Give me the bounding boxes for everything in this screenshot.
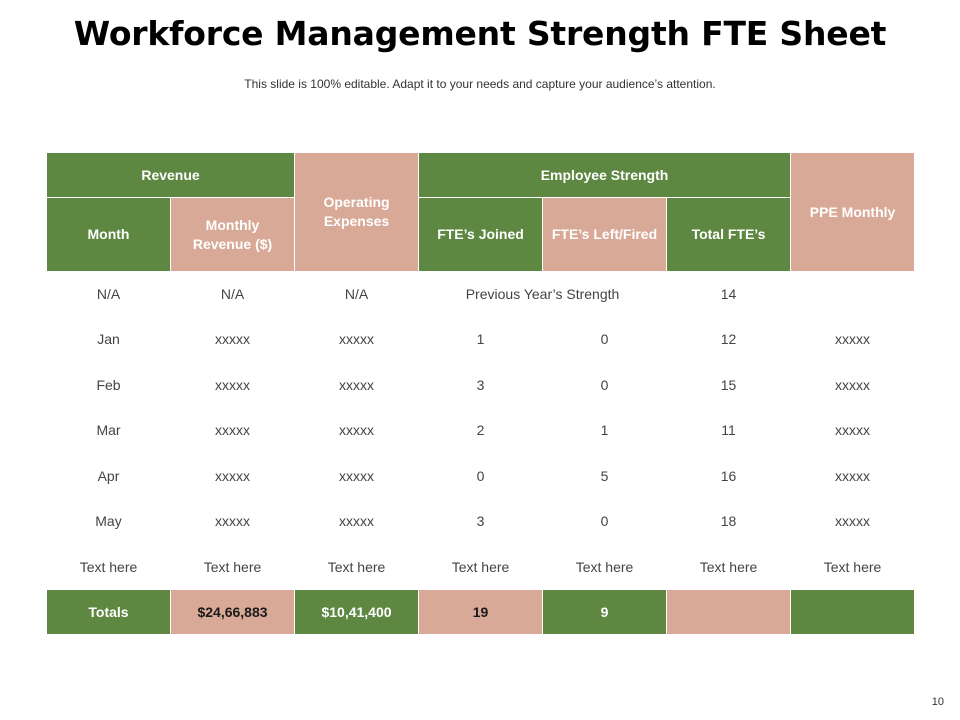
cell-total-ftes: 16 xyxy=(666,453,792,499)
cell-total-ftes: 18 xyxy=(666,498,792,545)
totals-row: Totals $24,66,883 $10,41,400 19 9 xyxy=(46,589,916,635)
header-ftes-left: FTE’s Left/Fired xyxy=(542,197,668,272)
header-employee-strength: Employee Strength xyxy=(418,152,792,198)
cell-monthly-revenue: xxxxx xyxy=(169,316,296,363)
cell-operating-expenses: xxxxx xyxy=(294,498,420,545)
cell-monthly-revenue: xxxxx xyxy=(169,407,296,454)
cell-operating-expenses: xxxxx xyxy=(294,362,420,408)
header-ftes-joined: FTE’s Joined xyxy=(418,197,544,272)
cell-ppe-monthly: Text here xyxy=(790,544,916,590)
header-row-2: Month Monthly Revenue ($) FTE’s Joined F… xyxy=(46,197,915,272)
totals-operating-expenses: $10,41,400 xyxy=(294,589,420,635)
cell-ppe-monthly: xxxxx xyxy=(790,362,916,408)
slide-title: Workforce Management Strength FTE Sheet xyxy=(73,14,887,53)
cell-month: Jan xyxy=(46,316,171,363)
totals-ftes-left: 9 xyxy=(542,589,668,635)
cell-monthly-revenue: xxxxx xyxy=(169,362,296,408)
cell-ftes-joined: 3 xyxy=(418,362,544,408)
cell-ftes-left: 1 xyxy=(542,407,668,454)
cell-monthly-revenue: xxxxx xyxy=(169,498,296,545)
cell-total-ftes: 12 xyxy=(666,316,792,363)
cell-ftes-joined: 2 xyxy=(418,407,544,454)
header-ppe-monthly: PPE Monthly xyxy=(790,152,916,272)
totals-ppe-monthly xyxy=(790,589,916,635)
cell-operating-expenses: xxxxx xyxy=(294,407,420,454)
slide-subtitle: This slide is 100% editable. Adapt it to… xyxy=(244,77,716,91)
cell-ppe-monthly xyxy=(790,271,916,317)
header-total-ftes: Total FTE’s xyxy=(666,197,792,272)
fte-table: Revenue Operating Expenses Employee Stre… xyxy=(45,152,916,635)
cell-ftes-left: 0 xyxy=(542,362,668,408)
totals-total-ftes xyxy=(666,589,792,635)
table-row: Text here Text here Text here Text here … xyxy=(46,544,916,590)
cell-total-ftes: 15 xyxy=(666,362,792,408)
header-row-1: Revenue Operating Expenses Employee Stre… xyxy=(45,152,916,272)
cell-previous-strength: Previous Year’s Strength xyxy=(418,271,668,317)
totals-label: Totals xyxy=(46,589,171,635)
cell-month: Mar xyxy=(46,407,171,454)
cell-operating-expenses: N/A xyxy=(294,271,420,317)
cell-ppe-monthly: xxxxx xyxy=(790,453,916,499)
cell-total-ftes: Text here xyxy=(666,544,792,590)
cell-ftes-left: 5 xyxy=(542,453,668,499)
cell-month: N/A xyxy=(46,271,171,317)
header-operating-expenses: Operating Expenses xyxy=(294,152,420,272)
cell-ftes-joined: 3 xyxy=(418,498,544,545)
cell-ppe-monthly: xxxxx xyxy=(790,407,916,454)
cell-month: Text here xyxy=(46,544,171,590)
table-row: Apr xxxxx xxxxx 0 5 16 xxxxx xyxy=(46,453,916,499)
cell-month: Apr xyxy=(46,453,171,499)
cell-ftes-joined: 0 xyxy=(418,453,544,499)
table-row: May xxxxx xxxxx 3 0 18 xxxxx xyxy=(46,498,916,545)
totals-monthly-revenue: $24,66,883 xyxy=(169,589,296,635)
cell-ftes-joined: Text here xyxy=(418,544,544,590)
cell-ppe-monthly: xxxxx xyxy=(790,316,916,363)
cell-ftes-left: 0 xyxy=(542,498,668,545)
page-number: 10 xyxy=(931,696,944,708)
cell-monthly-revenue: xxxxx xyxy=(169,453,296,499)
table-row: Mar xxxxx xxxxx 2 1 11 xxxxx xyxy=(46,407,916,454)
cell-ftes-left: Text here xyxy=(542,544,668,590)
totals-ftes-joined: 19 xyxy=(418,589,544,635)
table-row: Feb xxxxx xxxxx 3 0 15 xxxxx xyxy=(46,362,916,408)
cell-operating-expenses: Text here xyxy=(294,544,420,590)
cell-monthly-revenue: Text here xyxy=(169,544,296,590)
cell-ftes-left: 0 xyxy=(542,316,668,363)
cell-total-ftes: 11 xyxy=(666,407,792,454)
cell-total-ftes: 14 xyxy=(666,271,792,317)
cell-ftes-joined: 1 xyxy=(418,316,544,363)
cell-operating-expenses: xxxxx xyxy=(294,316,420,363)
table-row: Jan xxxxx xxxxx 1 0 12 xxxxx xyxy=(46,316,916,363)
header-monthly-revenue: Monthly Revenue ($) xyxy=(169,197,296,272)
cell-month: May xyxy=(46,498,171,545)
cell-operating-expenses: xxxxx xyxy=(294,453,420,499)
cell-ppe-monthly: xxxxx xyxy=(790,498,916,545)
header-month: Month xyxy=(46,197,171,272)
table-row: N/A N/A N/A Previous Year’s Strength 14 xyxy=(46,271,916,317)
cell-month: Feb xyxy=(46,362,171,408)
cell-monthly-revenue: N/A xyxy=(169,271,296,317)
header-revenue: Revenue xyxy=(45,152,296,198)
